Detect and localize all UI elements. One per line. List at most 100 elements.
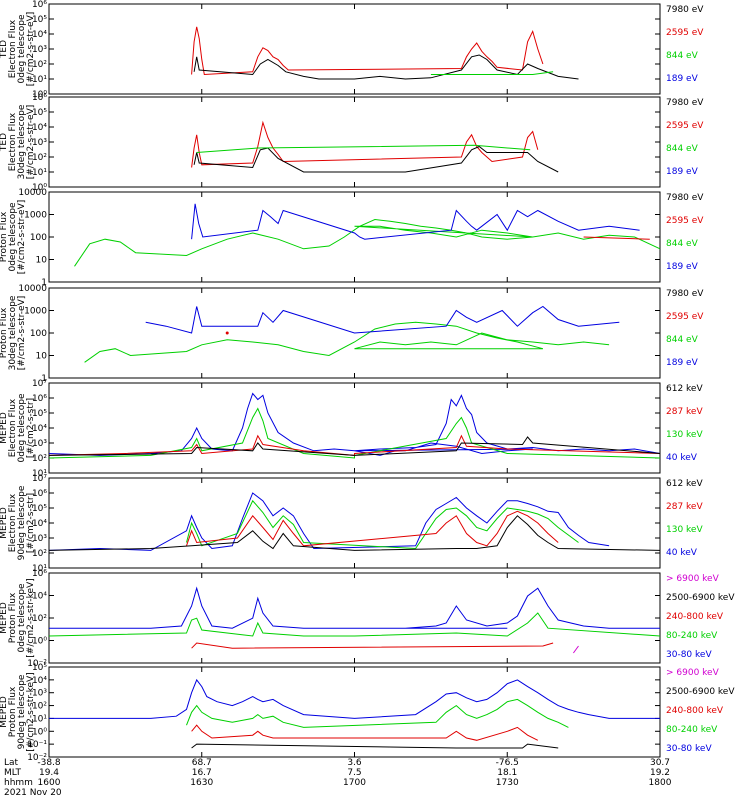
series-black-line (193, 145, 559, 173)
y-axis-label-line: 0deg telescope (17, 583, 27, 653)
legend-entry: 7980 eV (666, 5, 704, 15)
series-blue-line (49, 678, 660, 719)
series-red-line (191, 724, 539, 741)
y-tick-label: 10³ (32, 45, 47, 55)
y-tick-label: 10¹ (32, 564, 47, 574)
series-black-line (193, 54, 579, 80)
y-axis-label-line: [#/cm2-s-str-eV] (17, 296, 27, 371)
legend-entry: 240-800 keV (666, 612, 724, 622)
y-axis-label-line: Proton Flux (8, 592, 18, 643)
series-green-line (84, 321, 610, 363)
legend-entry: 189 eV (666, 74, 699, 84)
panel-frame (48, 191, 661, 283)
footer-mlt-value: 18.1 (497, 768, 517, 778)
series-green-line (186, 698, 569, 728)
legend-entry: 130 keV (666, 525, 703, 535)
y-axis-label-line: Proton Flux (0, 211, 9, 262)
y-axis-label: TEDElectron Flux30deg telescope[#/cm2-s-… (0, 104, 36, 179)
y-tick-label: 10² (32, 454, 47, 464)
y-tick-label: 10¹ (32, 75, 47, 85)
y-axis-label-line: [#/cm2-s-str-eV] (26, 105, 36, 180)
legend-entry: 844 eV (666, 335, 699, 345)
y-tick-label: 10³ (32, 439, 47, 449)
y-axis-label: Proton Flux30deg telescope[#/cm2-s-str-e… (0, 295, 27, 370)
footer-row-label-mlt: MLT (4, 768, 22, 778)
legend-entry: 612 keV (666, 384, 703, 394)
y-tick-label: 10⁰ (32, 637, 47, 647)
legend-entry: 240-800 keV (666, 706, 724, 716)
y-tick-label: 10⁵ (32, 409, 47, 419)
y-axis-label: TEDElectron Flux0deg telescope[#/cm2-s-s… (0, 12, 36, 87)
series-red-line (191, 120, 539, 168)
y-tick-label: 10000 (18, 188, 47, 198)
legend-entry: 844 eV (666, 144, 699, 154)
legend-entry: 2595 eV (666, 28, 704, 38)
series-green-line (48, 612, 661, 637)
y-tick-label: 10⁶ (32, 489, 47, 499)
footer-hhmm-value: 1630 (190, 778, 213, 788)
legend-entry: 287 keV (666, 407, 703, 417)
panel-1: 10⁰ 10¹ 10² 10³ 10⁴ 10⁵ 10⁶ TEDElectron Flux0de… (0, 0, 704, 100)
y-axis-label-line: [#/cm2-s-str-eV] (17, 200, 27, 275)
y-axis-label-line: 30deg telescope (17, 104, 27, 179)
footer-hhmm-value: 1700 (343, 778, 366, 788)
y-tick-label: 10⁴ (32, 676, 47, 686)
y-axis-label-line: 0deg telescope (17, 393, 27, 463)
y-tick-label: 10 (36, 352, 48, 362)
y-tick-label: 10000 (18, 284, 47, 294)
series-green-line (74, 218, 661, 267)
legend-entry: 2595 eV (666, 312, 704, 322)
legend-entry: 7980 eV (666, 193, 704, 203)
y-axis-label-line: Electron Flux (8, 398, 18, 457)
legend-entry: 189 eV (666, 262, 699, 272)
y-tick-label: 10⁵ (32, 504, 47, 514)
legend-entry: 2500-6900 keV (666, 687, 735, 697)
y-axis-label-line: [#/cm2-s-str-keV] (26, 672, 36, 751)
y-tick-label: 1000 (24, 211, 47, 221)
y-tick-label: 10⁰ (32, 183, 47, 193)
y-tick-label: 10³ (32, 138, 47, 148)
y-axis-label-line: [#/cm2-s-str] (26, 493, 36, 553)
panel-frame (48, 96, 661, 188)
y-axis-label-line: 0deg telescope (17, 14, 27, 84)
y-axis-label-line: 30deg telescope (8, 295, 18, 370)
y-tick-label: 10⁶ (32, 394, 47, 404)
series-red-line (186, 510, 559, 547)
footer-lat-value: 3.6 (347, 758, 362, 768)
y-tick-label: 10⁶ (32, 93, 47, 103)
series-blue-line (48, 392, 661, 456)
y-tick-label: 10³ (32, 534, 47, 544)
series-blue-line (191, 203, 640, 240)
footer-date: 2021 Nov 20 (4, 788, 62, 798)
series-black-line (191, 743, 559, 749)
legend-entry: 40 keV (666, 548, 698, 558)
footer-hhmm-value: 1800 (649, 778, 672, 788)
legend-entry: 2500-6900 keV (666, 593, 735, 603)
series-green-line (196, 144, 531, 153)
series-green-line (186, 499, 579, 550)
y-tick-label: 10² (32, 60, 47, 70)
legend-entry: 7980 eV (666, 289, 704, 299)
y-axis-label-line: 90deg telescope (17, 485, 27, 560)
y-axis-label-line: TED (0, 40, 9, 59)
series-blue-line (145, 305, 620, 334)
y-tick-label: 10⁰ (32, 90, 47, 100)
footer-hhmm-value: 1730 (496, 778, 519, 788)
y-axis-label-line: MEPED (0, 696, 9, 728)
panel-frame (48, 666, 661, 758)
series-red-line (191, 26, 544, 76)
footer-mlt-value: 16.7 (192, 768, 212, 778)
y-axis-label-line: MEPED (0, 507, 9, 539)
y-tick-label: 1 (41, 278, 47, 288)
y-tick-label: 10¹ (32, 469, 47, 479)
footer-mlt-value: 19.2 (650, 768, 670, 778)
legend-entry: 80-240 keV (666, 631, 718, 641)
legend-entry: 844 eV (666, 239, 699, 249)
y-axis-label: Proton Flux0deg telescope[#/cm2-s-str-eV… (0, 200, 27, 275)
legend-entry: 130 keV (666, 430, 703, 440)
legend-entry: 189 eV (666, 167, 699, 177)
x-axis-footer: Lat MLT hhmm 2021 Nov 20 -38.8 68.7 3.6 -76… (4, 758, 672, 798)
series-red-line (191, 642, 554, 649)
y-axis-label-line: Electron Flux (8, 19, 18, 78)
